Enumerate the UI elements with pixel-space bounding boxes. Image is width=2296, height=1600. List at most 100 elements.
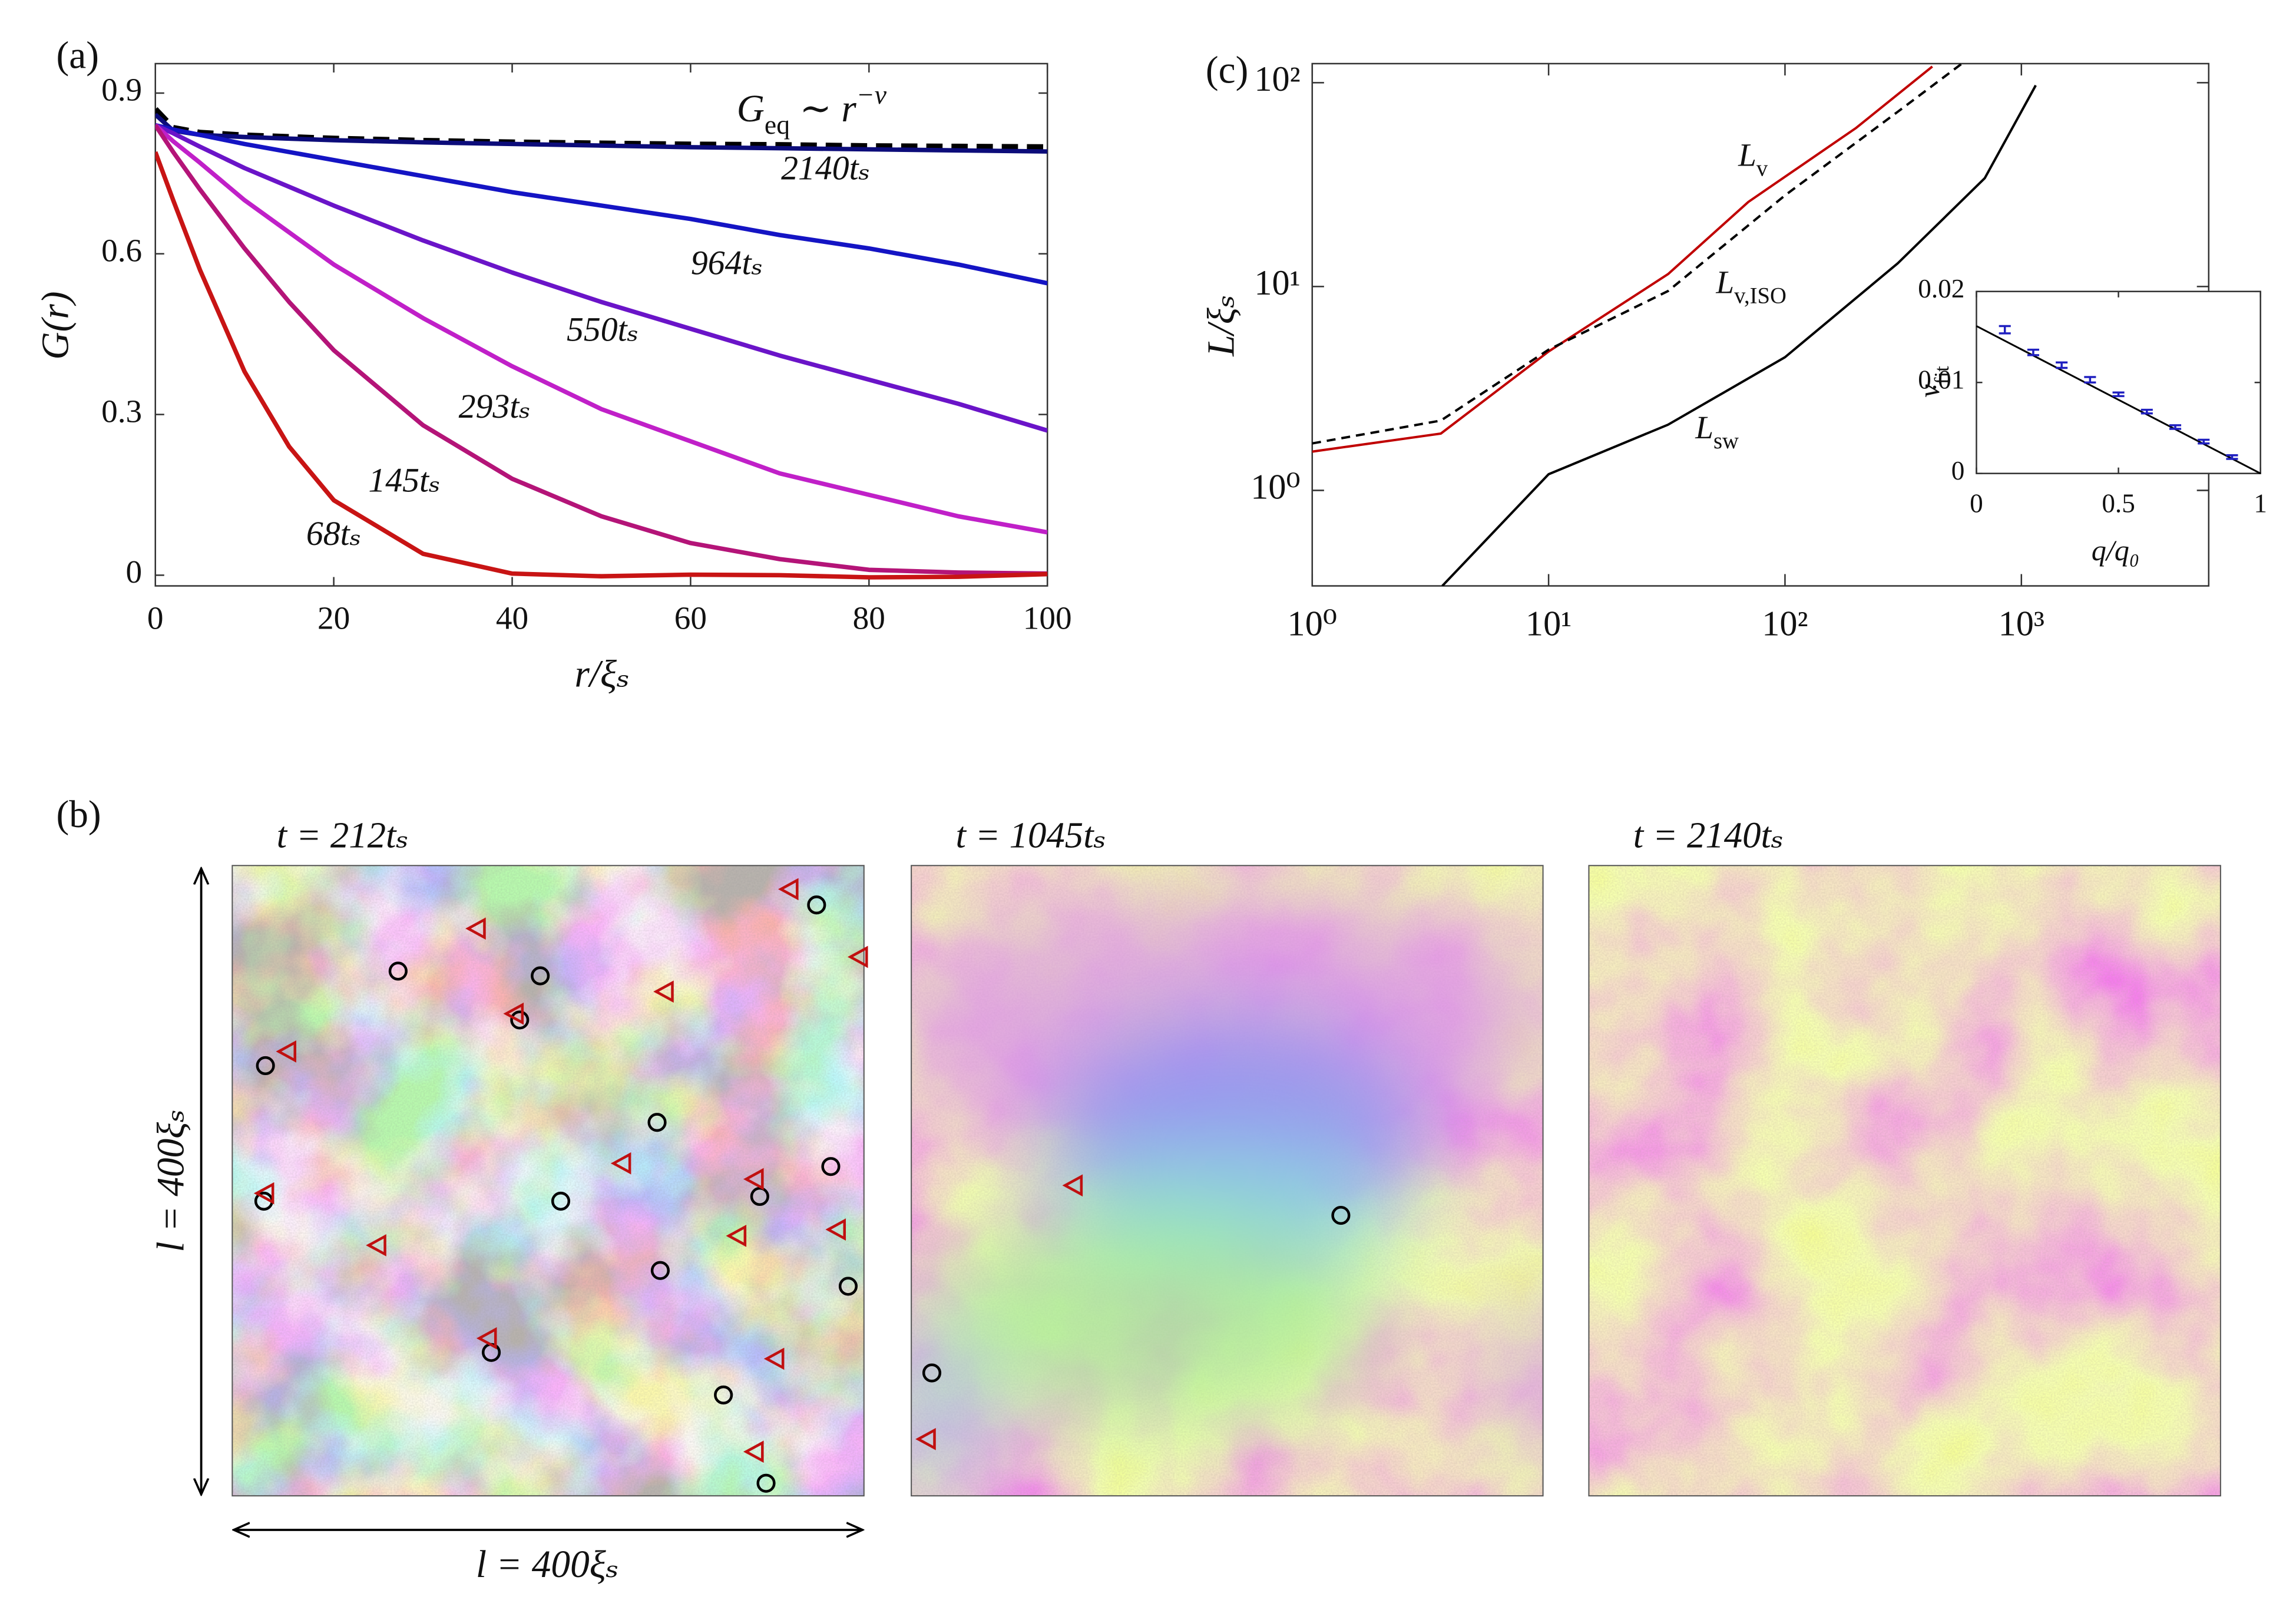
vortex — [922, 1363, 942, 1383]
field-image — [911, 865, 1543, 1496]
plot-area — [1312, 63, 2037, 586]
line — [155, 123, 1048, 433]
vortex — [756, 1473, 776, 1493]
field-image — [1589, 865, 2221, 1496]
line — [155, 107, 1048, 150]
y-tick-label: 0.9 — [101, 72, 142, 108]
series-label: Lv,ISO — [1715, 264, 1786, 308]
x-tick-label: 20 — [317, 600, 350, 636]
fit-line — [1976, 325, 2261, 475]
error-bar — [2112, 391, 2125, 398]
x-tick-label: 0 — [1970, 488, 1983, 518]
antivortex — [465, 917, 486, 940]
field-image — [232, 865, 864, 1496]
y-tick-label: 0 — [1951, 456, 1965, 485]
image-frame — [911, 865, 1544, 1497]
vortex — [750, 1186, 769, 1206]
antivortex — [778, 878, 799, 901]
image-title: t = 2140tₛ — [1633, 814, 1784, 855]
phase-blob — [932, 1213, 1376, 1421]
panel-label: (a) — [56, 34, 98, 77]
texture — [232, 865, 864, 1496]
antivortex — [915, 1428, 936, 1450]
image-frame — [1588, 865, 2221, 1497]
series-label: 964tₛ — [691, 244, 763, 282]
error-bar — [2226, 454, 2238, 460]
vortex — [510, 1010, 530, 1030]
y-axis-label: L/ξₛ — [1200, 295, 1243, 356]
line — [1441, 84, 2037, 586]
x-tick-label: 0.5 — [2102, 488, 2135, 518]
antivortex — [825, 1218, 846, 1241]
panel-label: (c) — [1206, 49, 1248, 92]
y-axis-label: νfit — [1913, 366, 1953, 398]
y-tick-label: 10¹ — [1254, 263, 1300, 303]
y-tick-label: 0.02 — [1918, 274, 1964, 303]
error-bar — [2084, 376, 2096, 384]
inset-background — [1976, 291, 2261, 474]
antivortex — [743, 1440, 764, 1463]
y-tick-label: 0 — [126, 554, 143, 590]
vortex — [650, 1261, 670, 1280]
image-title: t = 1045tₛ — [955, 814, 1106, 855]
panel-label: (b) — [56, 794, 101, 836]
series-label: Lsw — [1695, 409, 1739, 454]
antivortex — [366, 1234, 386, 1257]
vortex — [1331, 1205, 1351, 1225]
antivortex — [503, 1002, 524, 1025]
y-tick-label: 0.01 — [1918, 365, 1964, 395]
error-bar — [2198, 438, 2210, 445]
axes-frame — [154, 62, 1048, 587]
antivortex — [847, 946, 868, 968]
y-tick-label: 10⁰ — [1250, 467, 1300, 507]
vortex — [256, 1056, 275, 1076]
series-label: Geq ∼ r−ν — [737, 80, 887, 140]
error-bar — [2056, 361, 2068, 369]
error-bar — [2027, 348, 2039, 356]
line — [155, 123, 1048, 286]
antivortex — [1062, 1174, 1083, 1197]
vortex — [531, 966, 550, 986]
series-label: Lv — [1738, 137, 1768, 181]
antivortex — [763, 1347, 785, 1370]
error-bar — [2140, 408, 2153, 415]
error-bar — [1999, 325, 2011, 335]
length-label: l = 400ξₛ — [476, 1543, 619, 1586]
line — [155, 124, 1048, 576]
vortex — [821, 1157, 841, 1176]
y-axis-label: G(r) — [34, 292, 77, 360]
length-label: l = 400ξₛ — [150, 1109, 192, 1252]
x-tick-label: 80 — [853, 600, 885, 636]
line — [1312, 65, 1933, 453]
antivortex — [653, 980, 674, 1003]
line — [155, 123, 1048, 535]
vortex — [647, 1113, 667, 1132]
phase-blob — [1494, 1287, 1543, 1465]
antivortex — [743, 1168, 764, 1191]
antivortex — [253, 1182, 274, 1205]
vortex — [838, 1277, 858, 1296]
y-tick-label: 10² — [1254, 59, 1300, 99]
x-axis-label: r/ξₛ — [574, 653, 630, 695]
vortex — [551, 1191, 571, 1211]
phase-blob — [911, 1324, 991, 1496]
antivortex — [276, 1040, 297, 1063]
vortex — [807, 895, 826, 915]
texture — [1589, 865, 2221, 1496]
x-tick-label: 1 — [2254, 488, 2267, 518]
antivortex — [476, 1327, 497, 1350]
series-label: 68tₛ — [306, 515, 361, 553]
series-label: 550tₛ — [567, 311, 638, 348]
y-tick-label: 0.3 — [101, 393, 142, 429]
antivortex — [610, 1152, 631, 1175]
image-frame — [231, 865, 865, 1497]
x-tick-label: 10³ — [1999, 604, 2044, 644]
x-tick-label: 10¹ — [1526, 604, 1572, 644]
x-tick-label: 60 — [674, 600, 707, 636]
plot-area — [155, 107, 1048, 580]
series-label: 293tₛ — [459, 388, 531, 425]
antivortex — [726, 1224, 747, 1247]
x-tick-label: 40 — [496, 600, 528, 636]
line — [1312, 63, 1963, 445]
